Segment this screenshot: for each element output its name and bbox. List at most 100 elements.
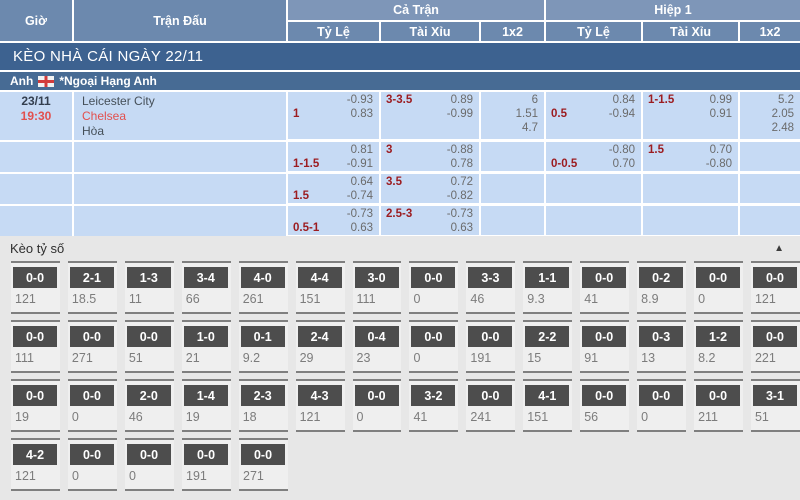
odds-value[interactable]: -0.91 <box>346 158 373 170</box>
odds-value[interactable]: 0.84 <box>612 94 635 106</box>
odds-value[interactable]: -0.73 <box>346 208 373 220</box>
score-odds-cell[interactable]: 0-0 0 <box>125 438 174 491</box>
score-odds-cell[interactable]: 0-0 221 <box>750 320 800 373</box>
score-odds-cell[interactable]: 4-4 151 <box>295 261 345 314</box>
score-odds-cell[interactable]: 0-0 0 <box>409 320 459 373</box>
score-odds-cell[interactable]: 1-4 19 <box>181 379 231 432</box>
odds-value[interactable]: -0.94 <box>608 108 635 120</box>
odds-value[interactable]: 0.63 <box>350 222 373 234</box>
odds-value[interactable]: 0.83 <box>350 108 373 120</box>
odds-value[interactable]: 0.91 <box>709 108 732 120</box>
score-odds-cell[interactable]: 0-0 271 <box>67 320 117 373</box>
odds-value[interactable]: 0.70 <box>709 144 732 156</box>
odds-value[interactable]: 0.70 <box>612 158 635 170</box>
score-odds-cell[interactable]: 4-1 151 <box>523 379 573 432</box>
fulltime-overunder-cell[interactable]: 2.5-3 -0.73 0.63 <box>381 206 479 235</box>
score-odds-cell[interactable]: 0-0 56 <box>580 379 630 432</box>
score-odds-cell[interactable]: 0-0 0 <box>637 379 687 432</box>
odds-value[interactable]: 2.48 <box>771 122 794 134</box>
fulltime-overunder-cell[interactable]: 3-3.5 0.89 -0.99 <box>381 92 479 139</box>
score-odds-cell[interactable]: 0-3 13 <box>637 320 687 373</box>
odds-value[interactable]: 0.78 <box>450 158 473 170</box>
odds-value[interactable]: 6 <box>531 94 538 106</box>
score-odds-cell[interactable]: 0-0 241 <box>466 379 516 432</box>
fulltime-handicap-cell[interactable]: 0.64 1.5 -0.74 <box>288 174 379 203</box>
score-odds-cell[interactable]: 0-0 191 <box>182 438 231 491</box>
score-odds-cell[interactable]: 3-4 66 <box>181 261 231 314</box>
odds-value[interactable]: 2.05 <box>771 108 794 120</box>
score-label: 4-3 <box>297 385 342 406</box>
score-odds-cell[interactable]: 0-0 91 <box>580 320 630 373</box>
score-odds-cell[interactable]: 4-0 261 <box>238 261 288 314</box>
odds-value[interactable]: 0.89 <box>450 94 473 106</box>
odds-value[interactable]: 4.7 <box>522 122 538 134</box>
odds-value[interactable]: -0.99 <box>446 108 473 120</box>
score-odds-cell[interactable]: 1-0 21 <box>181 320 231 373</box>
score-odds-cell[interactable]: 0-0 121 <box>11 261 60 314</box>
score-label: 2-1 <box>69 267 114 288</box>
score-odds-cell[interactable]: 1-3 11 <box>124 261 174 314</box>
odds-value[interactable]: 0.81 <box>350 144 373 156</box>
score-odds-cell[interactable]: 4-3 121 <box>295 379 345 432</box>
score-odds-cell[interactable]: 2-2 15 <box>523 320 573 373</box>
league-bar[interactable]: Anh *Ngoại Hạng Anh <box>0 72 800 90</box>
fulltime-handicap-cell[interactable]: -0.73 0.5-1 0.63 <box>288 206 379 235</box>
score-odds-cell[interactable]: 0-0 191 <box>466 320 516 373</box>
odds-value[interactable]: 0.72 <box>450 176 473 188</box>
odds-value[interactable]: -0.82 <box>446 190 473 202</box>
firsthalf-handicap-cell[interactable]: 0.84 0.5 -0.94 <box>546 92 641 139</box>
score-odds-cell[interactable]: 1-1 9.3 <box>523 261 573 314</box>
odds-value[interactable]: -0.93 <box>346 94 373 106</box>
score-odds-cell[interactable]: 0-0 211 <box>694 379 743 432</box>
score-odds-cell[interactable]: 0-0 0 <box>68 438 117 491</box>
score-odd-value: 8.9 <box>641 292 659 306</box>
odds-value[interactable]: 5.2 <box>778 94 794 106</box>
score-odds-cell[interactable]: 2-4 29 <box>295 320 345 373</box>
firsthalf-overunder-cell[interactable]: 1-1.5 0.99 0.91 <box>643 92 738 139</box>
fulltime-handicap-cell[interactable]: -0.93 1 0.83 <box>288 92 379 139</box>
odds-value[interactable]: -0.80 <box>608 144 635 156</box>
score-odds-cell[interactable]: 0-0 0 <box>352 379 402 432</box>
score-odds-cell[interactable]: 3-1 51 <box>750 379 800 432</box>
fulltime-overunder-cell[interactable]: 3.5 0.72 -0.82 <box>381 174 479 203</box>
firsthalf-overunder-cell[interactable]: 1.5 0.70 -0.80 <box>643 142 738 171</box>
odds-value[interactable]: 1.51 <box>515 108 538 120</box>
fulltime-overunder-cell[interactable]: 3 -0.88 0.78 <box>381 142 479 171</box>
score-odds-cell[interactable]: 0-0 51 <box>124 320 174 373</box>
firsthalf-handicap-cell[interactable]: -0.80 0-0.5 0.70 <box>546 142 641 171</box>
score-odds-cell[interactable]: 0-4 23 <box>352 320 402 373</box>
odds-value[interactable]: 0.64 <box>350 176 373 188</box>
score-odds-cell[interactable]: 0-0 19 <box>11 379 60 432</box>
score-odds-cell[interactable]: 0-0 0 <box>409 261 459 314</box>
odds-value[interactable]: 0.63 <box>450 222 473 234</box>
score-odds-cell[interactable]: 1-2 8.2 <box>694 320 743 373</box>
odds-value[interactable]: -0.88 <box>446 144 473 156</box>
score-odds-cell[interactable]: 0-2 8.9 <box>637 261 687 314</box>
fulltime-handicap-cell[interactable]: 0.81 1-1.5 -0.91 <box>288 142 379 171</box>
match-teams-cell[interactable]: Leicester City Chelsea Hòa <box>74 92 286 140</box>
score-odds-cell[interactable]: 3-0 111 <box>352 261 402 314</box>
score-odds-cell[interactable]: 0-0 0 <box>694 261 743 314</box>
score-odds-cell[interactable]: 0-0 41 <box>580 261 630 314</box>
score-odds-cell[interactable]: 0-0 271 <box>239 438 288 491</box>
odds-value[interactable]: 0.99 <box>709 94 732 106</box>
odds-row: 23/11 19:30 Leicester City Chelsea Hòa -0.93 1… <box>0 92 800 140</box>
score-odds-cell[interactable]: 2-0 46 <box>124 379 174 432</box>
firsthalf-1x2-cell[interactable]: 5.2 2.05 2.48 <box>740 92 800 139</box>
score-label: 1-2 <box>696 326 741 347</box>
score-odds-cell[interactable]: 4-2 121 <box>11 438 60 491</box>
score-odds-cell[interactable]: 0-0 111 <box>11 320 60 373</box>
score-odds-cell[interactable]: 2-1 18.5 <box>67 261 117 314</box>
odds-value[interactable]: -0.80 <box>705 158 732 170</box>
score-odds-cell[interactable]: 2-3 18 <box>238 379 288 432</box>
score-odds-cell[interactable]: 3-2 41 <box>409 379 459 432</box>
score-odds-cell[interactable]: 0-0 0 <box>67 379 117 432</box>
score-odds-cell[interactable]: 0-1 9.2 <box>238 320 288 373</box>
home-team: Leicester City <box>82 94 155 108</box>
score-odds-cell[interactable]: 3-3 46 <box>466 261 516 314</box>
odds-value[interactable]: -0.74 <box>346 190 373 202</box>
collapse-arrow-icon[interactable]: ▲ <box>774 243 784 254</box>
fulltime-1x2-cell[interactable]: 6 1.51 4.7 <box>481 92 544 139</box>
odds-value[interactable]: -0.73 <box>446 208 473 220</box>
score-odds-cell[interactable]: 0-0 121 <box>750 261 800 314</box>
